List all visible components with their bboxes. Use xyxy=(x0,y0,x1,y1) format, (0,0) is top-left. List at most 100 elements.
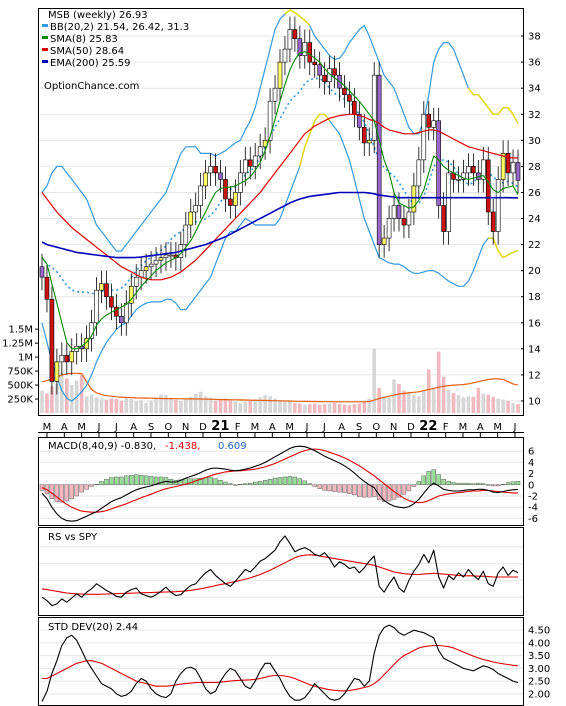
volume-bar xyxy=(382,396,386,413)
macd-histogram-bar xyxy=(436,474,441,486)
macd-histogram-bar xyxy=(59,484,65,503)
candle-body xyxy=(426,113,432,128)
volume-bar xyxy=(426,369,431,413)
xtick-label: 21 xyxy=(211,419,229,434)
volume-bar xyxy=(40,390,44,413)
macd-ytick-label: -6 xyxy=(528,514,538,525)
macd-histogram-bar xyxy=(218,480,223,486)
candle-body xyxy=(411,185,417,213)
candle-body xyxy=(193,205,199,213)
volume-bar xyxy=(119,400,124,413)
candle-body xyxy=(495,179,501,232)
candle-body xyxy=(461,172,466,180)
volume-bar xyxy=(164,395,168,413)
legend-ema200-swatch xyxy=(42,60,48,63)
macd-histogram-bar xyxy=(421,475,426,485)
candle-body xyxy=(401,218,407,226)
volume-bar xyxy=(198,391,203,413)
candle-body xyxy=(64,355,70,363)
candle-body xyxy=(307,42,313,63)
volume-ytick-label: 1M xyxy=(18,353,33,364)
macd-histogram-bar xyxy=(277,477,283,485)
candle-body xyxy=(247,159,253,167)
std-ytick-label: 2.50 xyxy=(528,677,550,688)
xtick-label: J xyxy=(322,422,326,433)
macd-histogram-bar xyxy=(119,476,124,485)
macd-histogram-bar xyxy=(381,484,387,502)
volume-bar xyxy=(372,348,377,413)
macd-histogram-bar xyxy=(253,481,258,485)
macd-histogram-bar xyxy=(248,482,253,485)
price-ytick-label: 16 xyxy=(528,318,541,329)
volume-bar xyxy=(377,387,381,413)
volume-bar xyxy=(302,404,307,413)
candle-body xyxy=(272,87,278,102)
candle-body xyxy=(119,315,124,324)
macd-signal-label: -1.438, xyxy=(165,441,200,452)
xtick-label: N xyxy=(390,422,397,433)
legend-bb: BB(20,2) 21.54, 26.42, 31.3 xyxy=(50,22,189,33)
volume-bar xyxy=(496,398,500,413)
macd-histogram-bar xyxy=(208,477,213,485)
candle-body xyxy=(515,162,521,181)
macd-histogram-bar xyxy=(451,482,456,485)
price-ytick-label: 28 xyxy=(528,162,541,173)
volume-bar xyxy=(288,400,292,413)
candle-body xyxy=(406,211,412,226)
candle-body xyxy=(490,211,496,232)
candle-body xyxy=(133,276,139,287)
macd-histogram-bar xyxy=(114,476,119,485)
volume-bar xyxy=(183,398,188,413)
candle-body xyxy=(292,29,298,39)
candle-body xyxy=(446,172,451,232)
xtick-label: M xyxy=(459,422,468,433)
volume-bar xyxy=(94,397,99,413)
candle-body xyxy=(148,263,154,268)
volume-bar xyxy=(506,400,510,413)
std-panel xyxy=(38,617,524,706)
volume-bar xyxy=(84,396,89,413)
macd-histogram-bar xyxy=(129,475,134,485)
xtick-label: S xyxy=(356,422,362,433)
ema200-line xyxy=(41,191,518,259)
bb-upper-line xyxy=(41,9,519,252)
price-ytick-label: 20 xyxy=(528,266,541,277)
macd-ytick-label: -4 xyxy=(528,503,538,514)
volume-bar xyxy=(337,404,342,413)
macd-histogram-bar xyxy=(104,479,109,486)
macd-histogram-bar xyxy=(317,484,322,489)
legend-sma8: SMA(8) 25.83 xyxy=(50,34,118,45)
candle-body xyxy=(158,257,164,261)
candle-body xyxy=(143,266,149,271)
macd-histogram-bar xyxy=(297,478,303,486)
macd-histogram-bar xyxy=(282,476,288,485)
candle-body xyxy=(59,355,65,363)
candle-body xyxy=(297,38,303,56)
volume-bar xyxy=(238,402,243,413)
macd-histogram-bar xyxy=(500,484,506,486)
std-line xyxy=(41,624,519,702)
volume-bar xyxy=(417,396,421,413)
volume-bar xyxy=(312,403,317,413)
volume-bar xyxy=(461,397,466,413)
candle-body xyxy=(386,218,392,239)
legend-sma50-swatch xyxy=(42,48,48,51)
price-ytick-label: 14 xyxy=(528,344,541,355)
macd-histogram-bar xyxy=(124,475,129,485)
candle-body xyxy=(168,254,174,257)
volume-bar xyxy=(456,395,461,413)
macd-ytick-label: 4 xyxy=(528,458,534,469)
macd-histogram-bar xyxy=(456,482,461,485)
volume-bar xyxy=(421,390,426,413)
macd-histogram-bar xyxy=(233,484,238,486)
volume-bar xyxy=(283,401,287,413)
xtick-label: M xyxy=(43,422,52,433)
price-ytick-label: 24 xyxy=(528,214,541,225)
macd-histogram-bar xyxy=(307,483,312,485)
volume-bar xyxy=(466,396,471,413)
macd-histogram-bar xyxy=(272,477,278,485)
price-ytick-label: 38 xyxy=(528,32,541,43)
macd-histogram-bar xyxy=(505,482,511,485)
volume-bar xyxy=(436,351,441,413)
